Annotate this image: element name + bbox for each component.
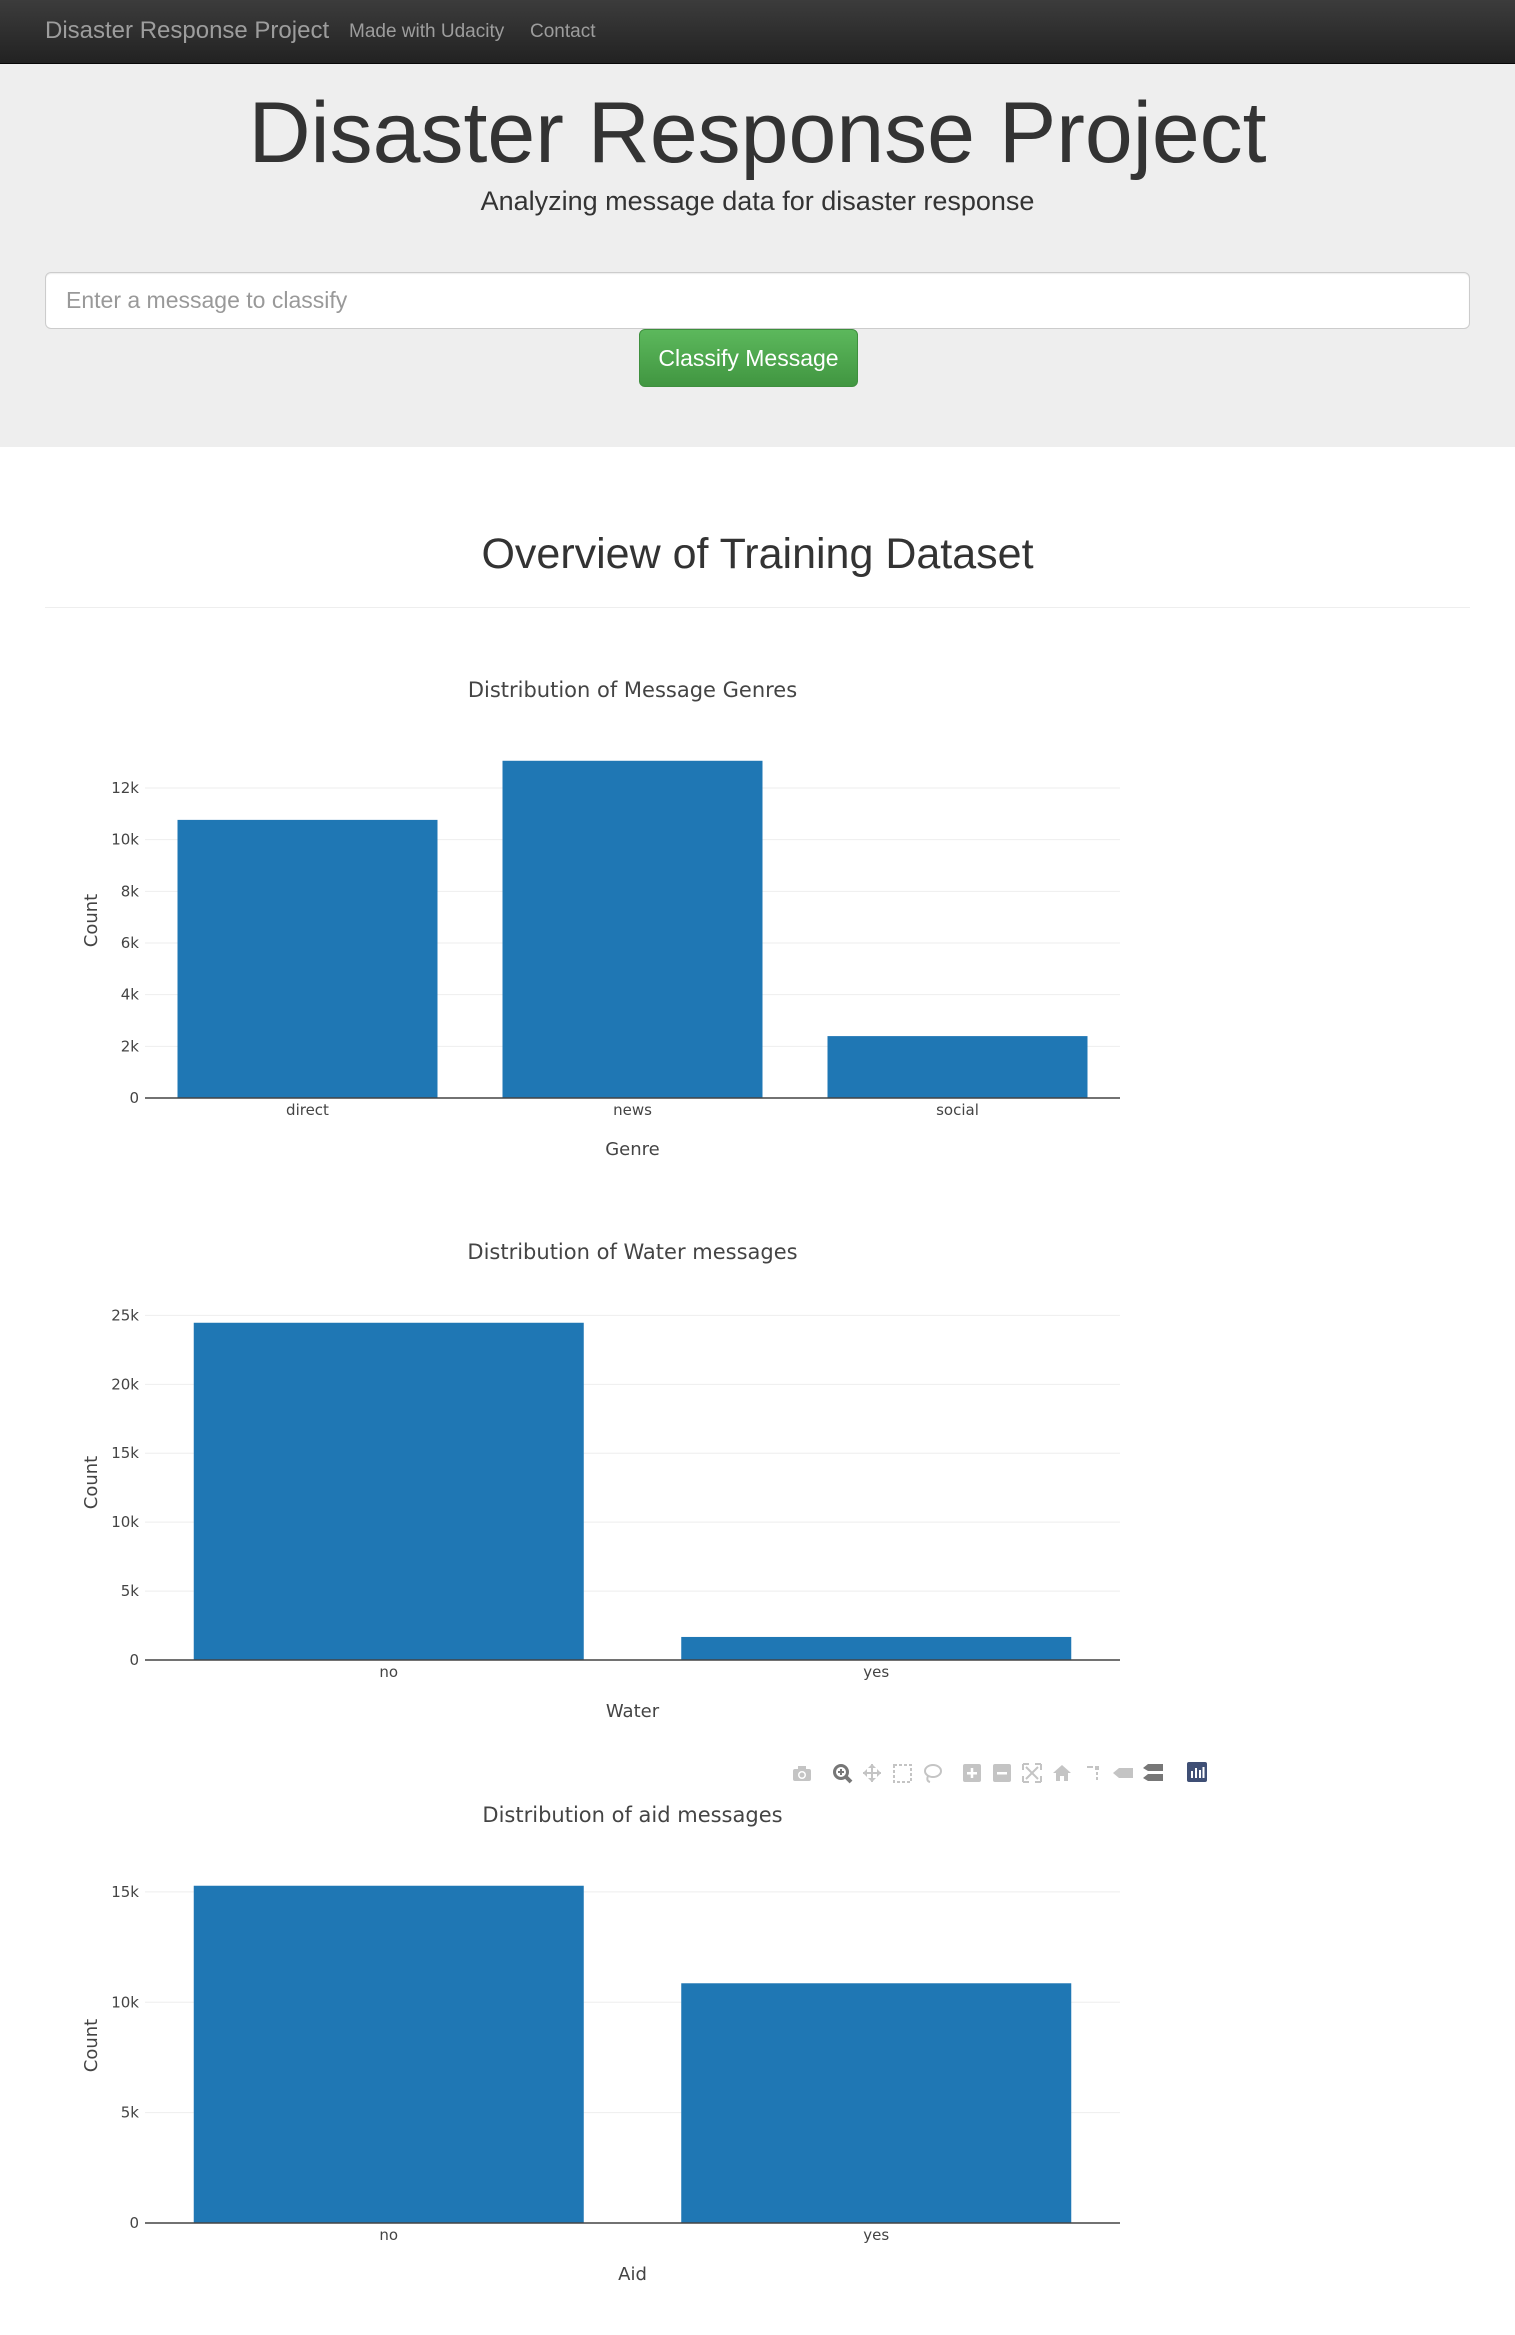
y-tick-label: 0: [129, 1089, 139, 1107]
bar-no[interactable]: [193, 1885, 584, 2223]
chart-title: Distribution of Message Genres: [468, 678, 797, 702]
camera-icon[interactable]: [793, 1766, 811, 1781]
hover-closest-icon[interactable]: [1113, 1768, 1133, 1778]
y-tick-label: 0: [129, 1651, 139, 1669]
nav-link-udacity[interactable]: Made with Udacity: [349, 21, 505, 42]
x-axis-title: Aid: [618, 2264, 647, 2285]
y-axis-title: Count: [81, 1456, 102, 1509]
pan-icon[interactable]: [863, 1764, 881, 1782]
chart-genres[interactable]: Distribution of Message Genres 0 2k 4k 6k 8k 1…: [45, 650, 1185, 1210]
y-tick-label: 10k: [111, 831, 139, 849]
y-axis-title: Count: [81, 2019, 102, 2072]
y-tick-label: 10k: [111, 1993, 139, 2011]
zoom-icon[interactable]: [833, 1764, 853, 1784]
x-tick-label: social: [936, 1101, 979, 1119]
nav-link-contact[interactable]: Contact: [530, 21, 596, 42]
x-tick-label: no: [379, 2226, 398, 2244]
x-tick-label: direct: [286, 1101, 329, 1119]
y-tick-label: 15k: [111, 1444, 139, 1462]
y-tick-label: 4k: [121, 986, 140, 1004]
x-tick-label: yes: [863, 2226, 889, 2244]
x-tick-label: no: [379, 1663, 398, 1681]
zoom-in-icon[interactable]: [963, 1764, 981, 1782]
chart-aid[interactable]: Distribution of aid messages 0 5k 10k 15k no y…: [45, 1775, 1185, 2335]
bar-yes[interactable]: [681, 1983, 1072, 2223]
hover-compare-icon[interactable]: [1143, 1764, 1163, 1781]
bar-direct[interactable]: [177, 819, 438, 1098]
y-tick-label: 0: [129, 2214, 139, 2232]
page-subtitle: Analyzing message data for disaster resp…: [480, 186, 1035, 216]
y-tick-label: 8k: [121, 882, 140, 900]
chart-modebar: [793, 1762, 1207, 1784]
y-tick-label: 2k: [121, 1037, 140, 1055]
classify-message-button[interactable]: Classify Message: [639, 329, 858, 387]
message-input[interactable]: [45, 272, 1470, 329]
y-tick-label: 5k: [121, 1582, 140, 1600]
bar-no[interactable]: [193, 1322, 584, 1660]
chart-water[interactable]: Distribution of Water messages 0 5k 10k 15k 2…: [45, 1212, 1185, 1772]
y-tick-label: 12k: [111, 779, 139, 797]
y-tick-label: 10k: [111, 1513, 139, 1531]
reset-axes-icon[interactable]: [1053, 1765, 1071, 1781]
zoom-out-icon[interactable]: [993, 1764, 1011, 1782]
y-tick-label: 15k: [111, 1883, 139, 1901]
jumbotron: Disaster Response Project Analyzing mess…: [0, 64, 1515, 447]
plotly-logo-icon[interactable]: [1187, 1762, 1207, 1782]
y-tick-label: 25k: [111, 1306, 139, 1324]
y-tick-label: 6k: [121, 934, 140, 952]
y-tick-label: 5k: [121, 2104, 140, 2122]
page-title: Disaster Response Project: [248, 85, 1267, 181]
y-axis-title: Count: [81, 894, 102, 947]
navbar: Disaster Response Project Made with Udac…: [0, 0, 1515, 64]
section-divider: [45, 607, 1470, 608]
autoscale-icon[interactable]: [1022, 1763, 1042, 1783]
section-title: Overview of Training Dataset: [481, 530, 1034, 578]
chart-title: Distribution of Water messages: [467, 1240, 797, 1264]
bar-news[interactable]: [502, 760, 763, 1098]
chart-title: Distribution of aid messages: [482, 1803, 782, 1827]
bar-social[interactable]: [827, 1036, 1088, 1098]
x-tick-label: yes: [863, 1663, 889, 1681]
box-select-icon[interactable]: [893, 1764, 912, 1783]
navbar-brand[interactable]: Disaster Response Project: [45, 17, 330, 44]
x-tick-label: news: [613, 1101, 652, 1119]
y-tick-label: 20k: [111, 1375, 139, 1393]
x-axis-title: Water: [606, 1701, 660, 1722]
lasso-select-icon[interactable]: [924, 1764, 942, 1783]
bar-yes[interactable]: [681, 1636, 1072, 1660]
spike-lines-icon[interactable]: [1087, 1766, 1099, 1780]
x-axis-title: Genre: [605, 1139, 660, 1160]
